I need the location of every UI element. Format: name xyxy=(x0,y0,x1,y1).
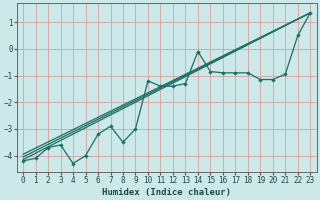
X-axis label: Humidex (Indice chaleur): Humidex (Indice chaleur) xyxy=(102,188,231,197)
